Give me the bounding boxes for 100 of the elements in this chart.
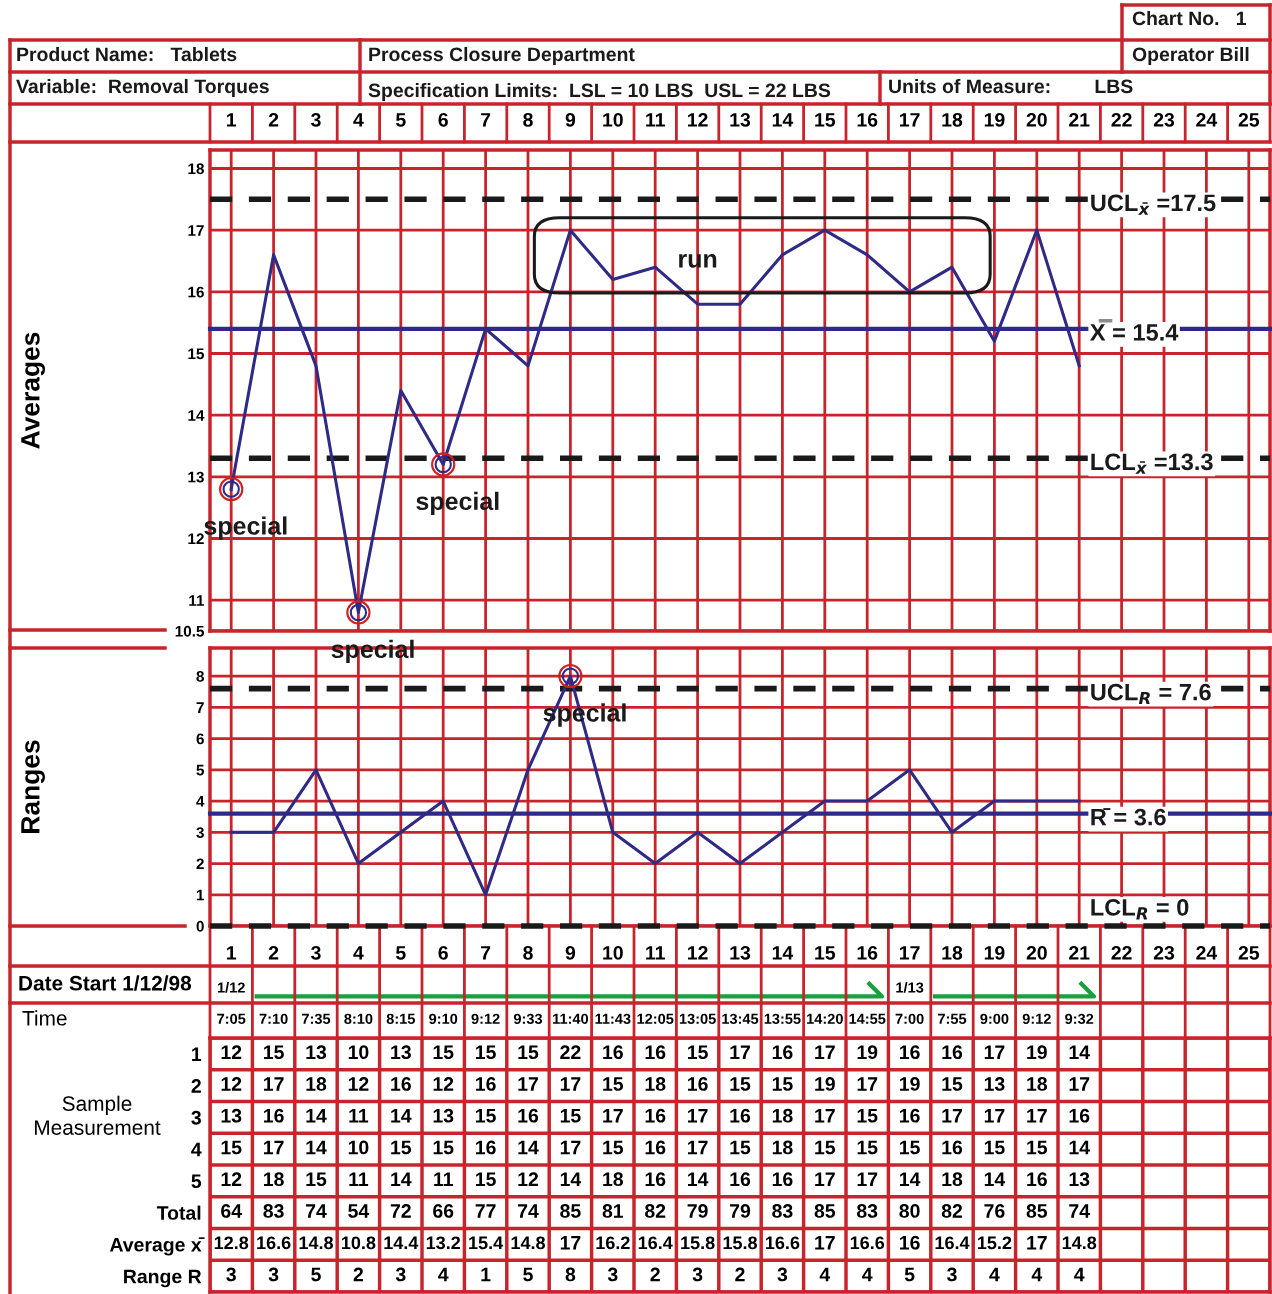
data-label: 15.2 [977,1236,1012,1250]
data-label: 3 [395,1267,406,1282]
x-tick-label: 9 [565,112,576,127]
data-label: 13 [433,1108,454,1123]
x-tick-label: 2 [268,112,279,127]
data-label: 8 [565,1267,576,1282]
data-label: 14 [984,1172,1006,1186]
data-label: 18 [942,1172,963,1187]
data-label: 18 [1027,1077,1048,1091]
x-tick-label: 8 [523,112,533,127]
x-tick-label: 5 [395,946,406,960]
x-tick-label: 2 [268,945,279,960]
data-label: 2 [735,1267,745,1282]
text: Variable: Removal Torques [16,78,269,98]
data-label: 17 [984,1109,1005,1123]
ref-line-label: R̄ = 3.6 [1091,808,1166,826]
data-label: 13 [984,1077,1005,1091]
data-label: 15 [433,1045,454,1060]
x-tick-label: 8:10 [344,1013,373,1025]
x-tick-label: 14:20 [807,1013,843,1025]
data-label: 12 [518,1172,539,1186]
ref-line-label: LCL$_{R}$ = 0 [1091,899,1189,920]
data-label: 16.4 [638,1236,673,1250]
x-tick-label: 25 [1238,945,1260,960]
data-label: 16 [264,1108,284,1123]
data-label: 16 [645,1172,666,1187]
data-label: 12 [221,1172,242,1186]
data-label: 18 [603,1172,624,1187]
data-label: 16 [730,1172,751,1187]
x-tick-label: 10 [603,112,623,127]
data-label: 82 [645,1204,666,1218]
x-tick-label: 6 [438,945,448,960]
data-label: 54 [348,1204,370,1218]
x-tick-label: 20 [1026,945,1047,960]
x-tick-label: 21 [1069,112,1090,127]
data-label: 83 [857,1204,878,1218]
data-label: 3 [226,1267,236,1282]
data-label: 12 [433,1077,454,1091]
data-label: 17 [815,1109,835,1123]
data-label: 13 [306,1045,327,1060]
data-label: 15 [942,1077,963,1091]
data-label: 15 [603,1140,624,1155]
y-tick-label: 18 [188,163,204,175]
data-label: 3 [692,1267,703,1282]
x-tick-label: 11:40 [553,1013,589,1025]
data-label: 74 [306,1204,327,1218]
y-axis-title: Ranges [21,740,45,833]
data-label: 16.6 [850,1236,885,1250]
x-tick-label: 9:12 [1022,1013,1051,1025]
x-tick-label: 13 [730,945,751,960]
data-label: 4 [1031,1267,1043,1282]
data-label: 17 [1069,1077,1090,1091]
data-label: 15 [476,1109,496,1123]
x-tick-label: 13 [730,112,751,127]
x-tick-label: 14 [772,946,794,960]
data-label: 16 [900,1045,920,1060]
data-label: 14.4 [384,1236,419,1250]
x-axis-title: Time [22,1010,67,1026]
data-label: 15 [984,1140,1005,1155]
y-tick-label: 5 [196,764,205,776]
text: Units of Measure: LBS [889,78,1133,94]
data-label: 15 [815,1140,836,1155]
data-label: 16 [645,1140,666,1155]
y-tick-label: 1 [196,889,205,901]
data-label: 16.6 [257,1236,291,1250]
data-label: 16 [603,1045,623,1060]
data-label: 64 [221,1204,242,1218]
data-label: 15 [857,1140,878,1155]
ref-line-label: X̿ = 15.4 [1090,319,1179,341]
data-label: 17 [984,1045,1005,1059]
data-label: 11 [349,1172,369,1186]
data-label: 19 [1027,1045,1047,1060]
y-tick-label: 0 [196,920,204,932]
x-tick-label: 7 [481,113,491,127]
x-tick-label: 6 [438,112,448,127]
data-label: 15.8 [681,1236,715,1250]
data-label: 80 [899,1204,920,1218]
x-tick-label: 16 [857,112,878,127]
data-label: 3 [268,1267,279,1282]
x-tick-label: 17 [900,113,920,127]
data-label: 15 [772,1077,793,1091]
x-tick-label: 23 [1153,945,1175,960]
x-tick-label: 13:55 [764,1013,801,1025]
data-label: 16 [391,1077,411,1091]
x-tick-label: 7 [481,946,491,960]
data-label: 17 [560,1236,581,1250]
data-label: 16 [476,1140,496,1155]
data-label: 16 [1027,1172,1047,1187]
x-tick-label: 24 [1196,945,1218,960]
data-label: 16 [900,1108,920,1123]
text: 1/12 [217,982,245,993]
x-tick-label: 12 [688,945,708,960]
data-label: 1 [481,1267,491,1282]
y-tick-label: 12 [188,533,204,545]
data-label: 16 [942,1140,963,1155]
y-tick-label: 2 [191,1079,201,1093]
data-label: 16.6 [765,1236,800,1250]
data-label: 12 [221,1077,242,1091]
y-tick-label: 6 [196,733,204,745]
y-tick-label: Range R [124,1269,202,1288]
